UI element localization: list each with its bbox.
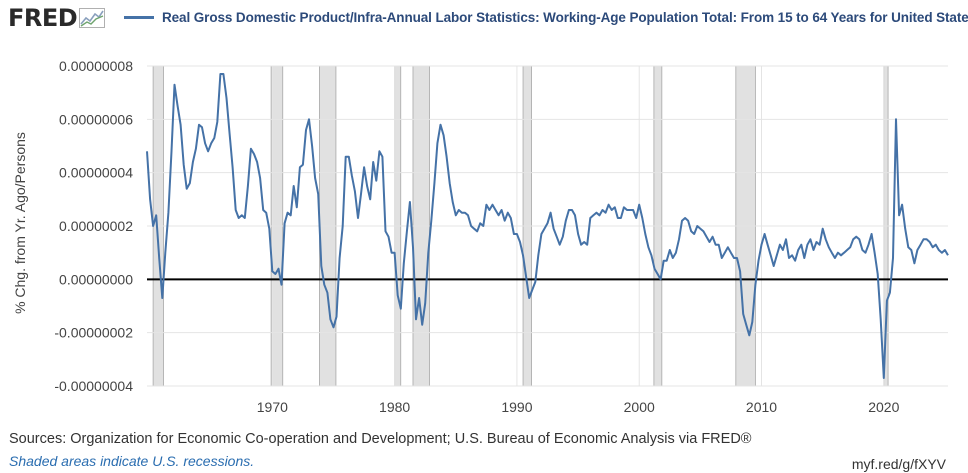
chart-legend: Real Gross Domestic Product/Infra-Annual… bbox=[124, 10, 968, 25]
y-tick-label: -0.00000002 bbox=[54, 325, 133, 341]
x-tick-label: 2020 bbox=[868, 399, 899, 415]
line-chart: -0.00000004 -0.00000002 0.00000000 0.000000… bbox=[54, 58, 949, 415]
sources-note: Sources: Organization for Economic Co-op… bbox=[9, 431, 752, 447]
y-tick-label: 0.00000002 bbox=[59, 218, 133, 234]
fred-graph-icon bbox=[79, 8, 106, 28]
y-tick-label: 0.00000008 bbox=[59, 58, 133, 74]
fred-logo-text: FRED bbox=[8, 4, 78, 32]
short-link[interactable]: myf.red/g/fXYV bbox=[851, 456, 946, 472]
fred-logo[interactable]: FRED bbox=[8, 4, 106, 32]
x-tick-label: 1980 bbox=[379, 399, 410, 415]
y-tick-label: -0.00000004 bbox=[54, 378, 133, 394]
x-tick-label: 2010 bbox=[746, 399, 777, 415]
y-tick-label: 0.00000006 bbox=[59, 111, 133, 127]
y-tick-label: 0.00000004 bbox=[59, 165, 133, 181]
legend-series-label: Real Gross Domestic Product/Infra-Annual… bbox=[162, 10, 968, 25]
legend-swatch bbox=[124, 16, 154, 19]
series-line[interactable] bbox=[146, 73, 949, 379]
x-tick-label: 1990 bbox=[501, 399, 532, 415]
recession-note: Shaded areas indicate U.S. recessions. bbox=[9, 453, 255, 469]
x-tick-label: 2000 bbox=[624, 399, 655, 415]
x-tick-label: 1970 bbox=[257, 399, 288, 415]
y-tick-label: 0.00000000 bbox=[59, 271, 133, 287]
chart-header: FRED Real Gross Domestic Product/Infra-A… bbox=[0, 0, 968, 40]
